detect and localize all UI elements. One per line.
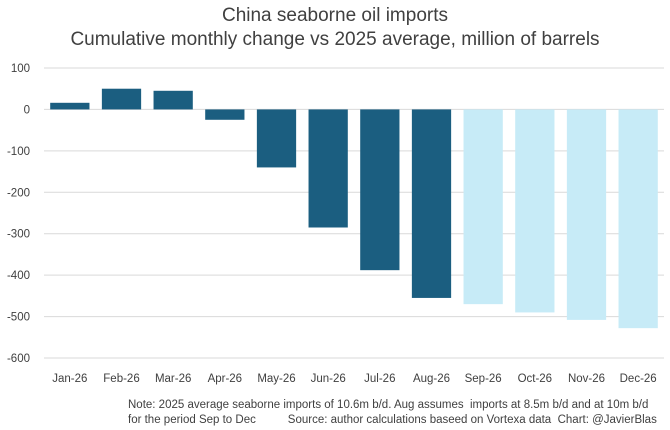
bar [463, 109, 503, 305]
bar [566, 109, 607, 320]
x-tick-label: Dec-26 [620, 373, 657, 385]
x-tick-label: Oct-26 [518, 373, 553, 385]
y-tick-label: -600 [7, 353, 30, 365]
note-line-1: Note: 2025 average seaborne imports of 1… [128, 399, 649, 411]
x-tick-label: Jun-26 [311, 373, 346, 385]
bar [205, 109, 245, 120]
bar [50, 102, 90, 110]
bar [360, 109, 400, 271]
bar [411, 109, 452, 298]
bar [308, 109, 348, 228]
x-tick-label: Jan-26 [52, 373, 87, 385]
x-tick-label: Sep-26 [465, 373, 502, 385]
x-tick-label: Apr-26 [208, 373, 243, 385]
bar [101, 88, 142, 110]
chart-titles: China seaborne oil imports Cumulative mo… [0, 4, 670, 52]
bar [515, 109, 555, 313]
x-tick-label: Mar-26 [155, 373, 191, 385]
x-tick-label: May-26 [257, 373, 295, 385]
chart-subtitle: Cumulative monthly change vs 2025 averag… [70, 29, 600, 50]
chart-note: Note: 2025 average seaborne imports of 1… [128, 398, 657, 428]
note-line-2: for the period Sep to Dec Source: author… [128, 414, 657, 426]
x-tick-label: Nov-26 [568, 373, 605, 385]
y-tick-label: -500 [7, 312, 30, 324]
y-tick-label: -100 [7, 146, 30, 158]
y-tick-label: -200 [7, 187, 30, 199]
x-tick-label: Feb-26 [103, 373, 139, 385]
y-tick-label: 0 [24, 104, 30, 116]
y-tick-label: -300 [7, 229, 30, 241]
bar [153, 90, 193, 110]
bar [618, 109, 658, 329]
x-tick-label: Jul-26 [364, 373, 395, 385]
x-tick-label: Aug-26 [413, 373, 450, 385]
chart-title: China seaborne oil imports [221, 5, 448, 26]
bar [256, 109, 297, 168]
y-tick-label: -400 [7, 270, 30, 282]
y-tick-label: 100 [11, 63, 30, 75]
